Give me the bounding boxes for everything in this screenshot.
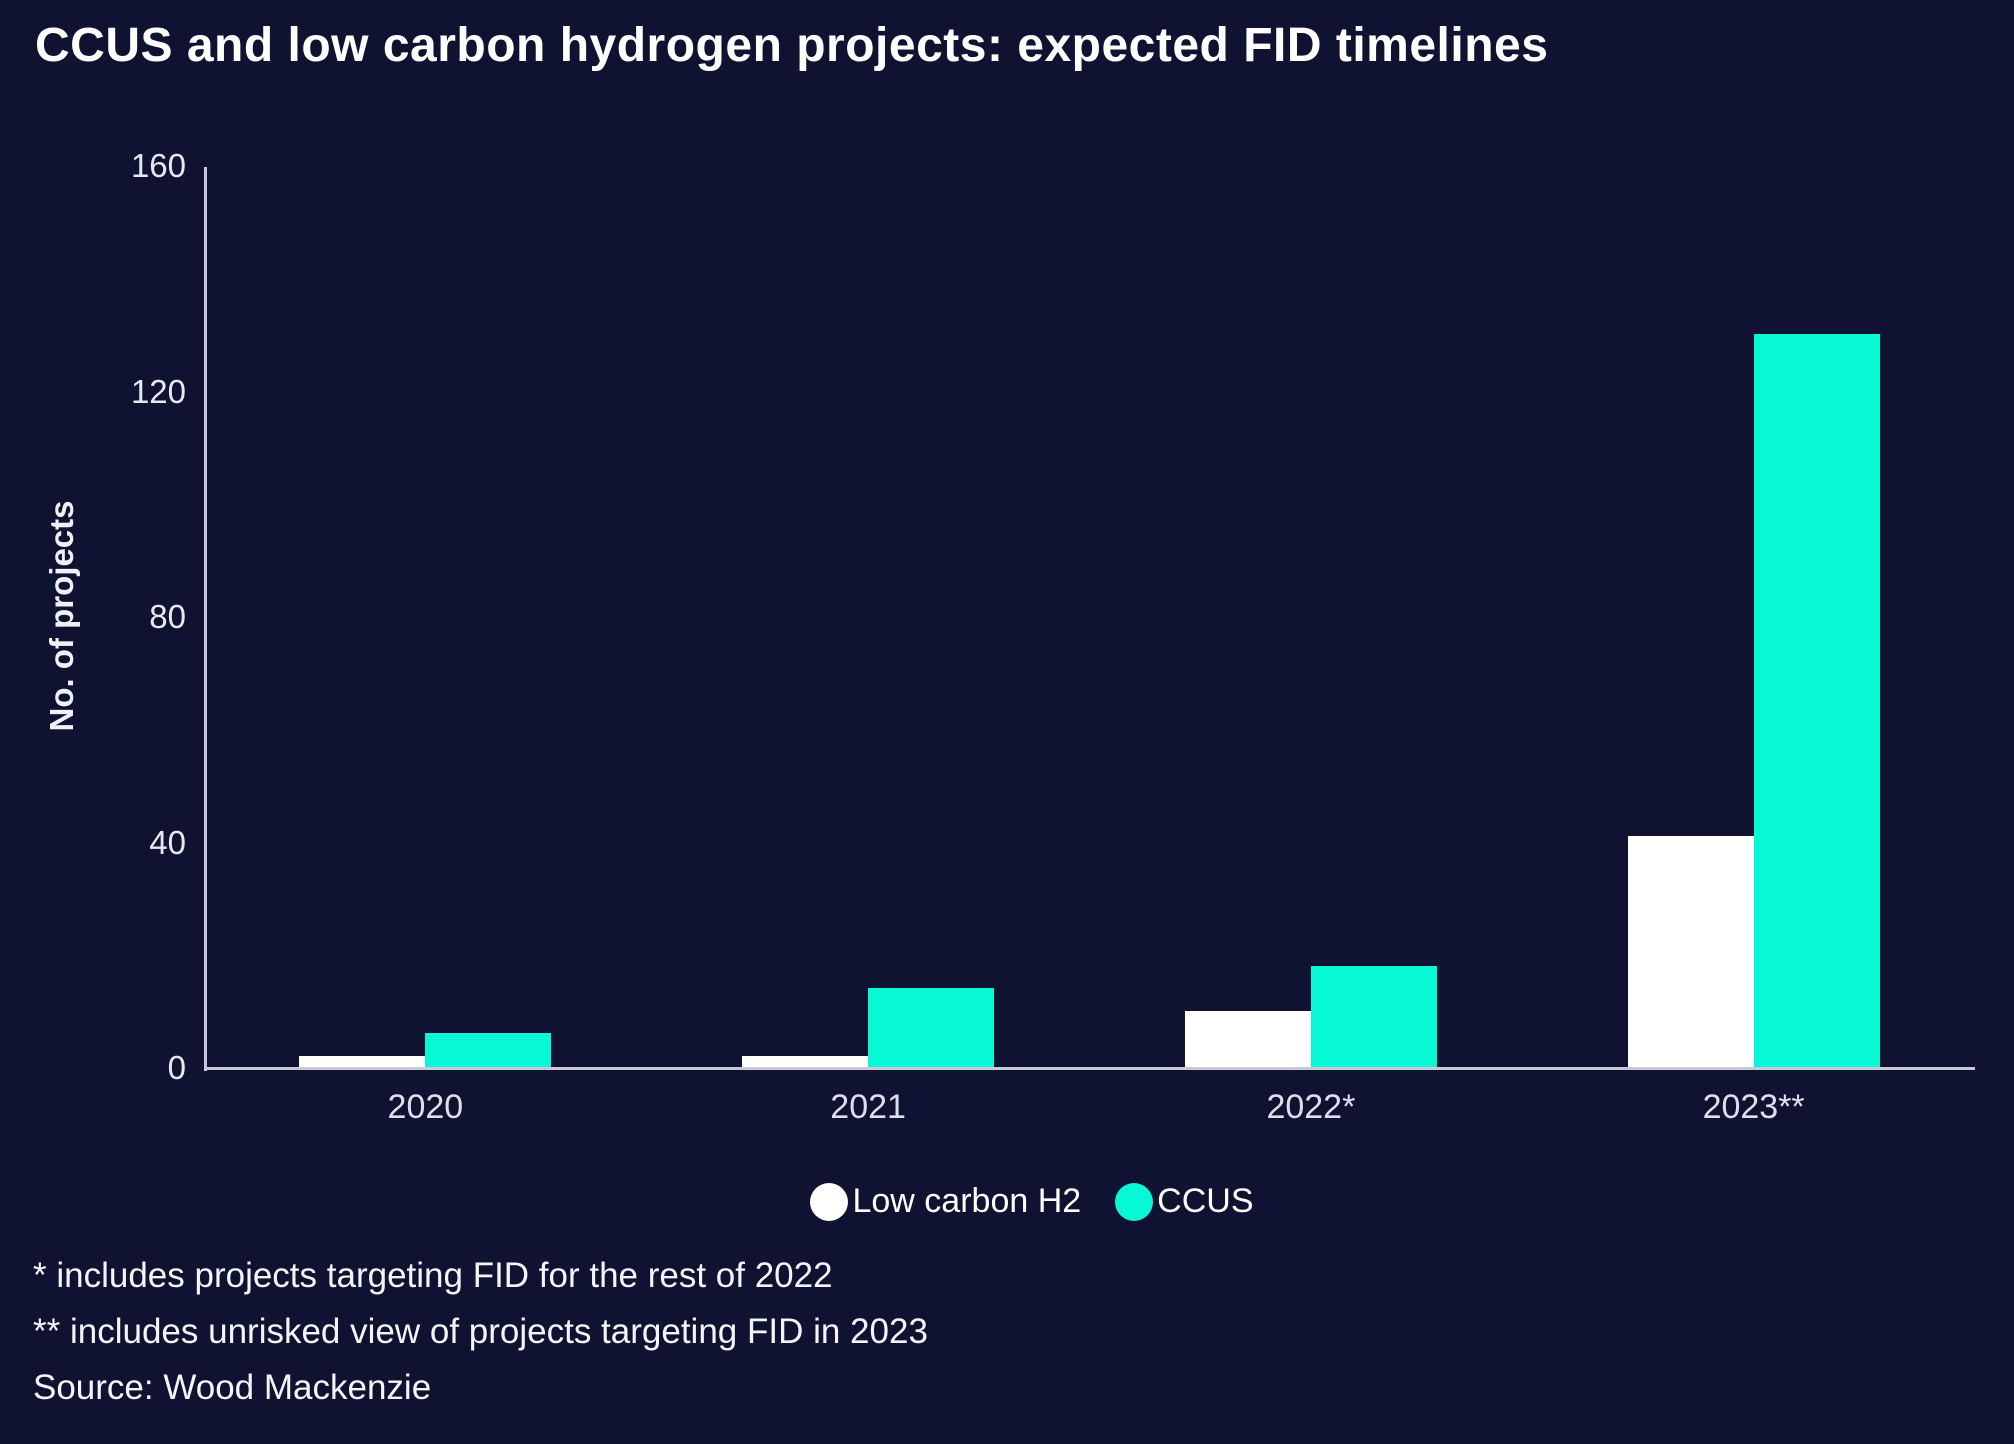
y-tick-label: 80 <box>149 598 186 635</box>
legend-swatch-icon <box>1115 1182 1154 1221</box>
y-tick-label: 160 <box>130 147 186 184</box>
y-tick-label: 120 <box>130 372 186 410</box>
footnote-2023: ** includes unrisked view of projects ta… <box>33 1312 928 1351</box>
bar-low-carbon-h2-2021 <box>742 1056 869 1067</box>
footnote-2022: * includes projects targeting FID for th… <box>33 1256 833 1295</box>
legend-label: Low carbon H2 <box>852 1182 1082 1220</box>
bar-ccus-2021 <box>868 988 995 1067</box>
bar-ccus-2020 <box>425 1033 552 1067</box>
y-tick-label: 40 <box>149 823 186 861</box>
x-tick-label: 2022* <box>1266 1088 1356 1126</box>
x-axis-line <box>204 1067 1975 1070</box>
bar-ccus-2023 <box>1753 334 1880 1067</box>
footnotes: * includes projects targeting FID for th… <box>33 1248 928 1416</box>
legend-swatch-icon <box>810 1182 849 1221</box>
legend-item-ccus: CCUS <box>1115 1182 1254 1221</box>
bar-low-carbon-h2-2020 <box>299 1056 426 1067</box>
x-tick-label: 2020 <box>387 1088 464 1126</box>
y-axis-line <box>204 167 207 1071</box>
source-note: Source: Wood Mackenzie <box>33 1368 432 1407</box>
legend-item-low-carbon-h2: Low carbon H2 <box>810 1182 1081 1221</box>
chart-legend: Low carbon H2 CCUS <box>25 1182 2014 1221</box>
bar-low-carbon-h2-2022 <box>1184 1011 1311 1067</box>
x-tick-label: 2023** <box>1702 1088 1805 1126</box>
chart-title: CCUS and low carbon hydrogen projects: e… <box>35 19 1549 72</box>
bar-low-carbon-h2-2023 <box>1627 836 1754 1067</box>
x-tick-label: 2021 <box>830 1088 906 1126</box>
bar-ccus-2022 <box>1310 966 1437 1067</box>
y-tick-label: 0 <box>167 1049 186 1086</box>
legend-label: CCUS <box>1157 1182 1254 1220</box>
